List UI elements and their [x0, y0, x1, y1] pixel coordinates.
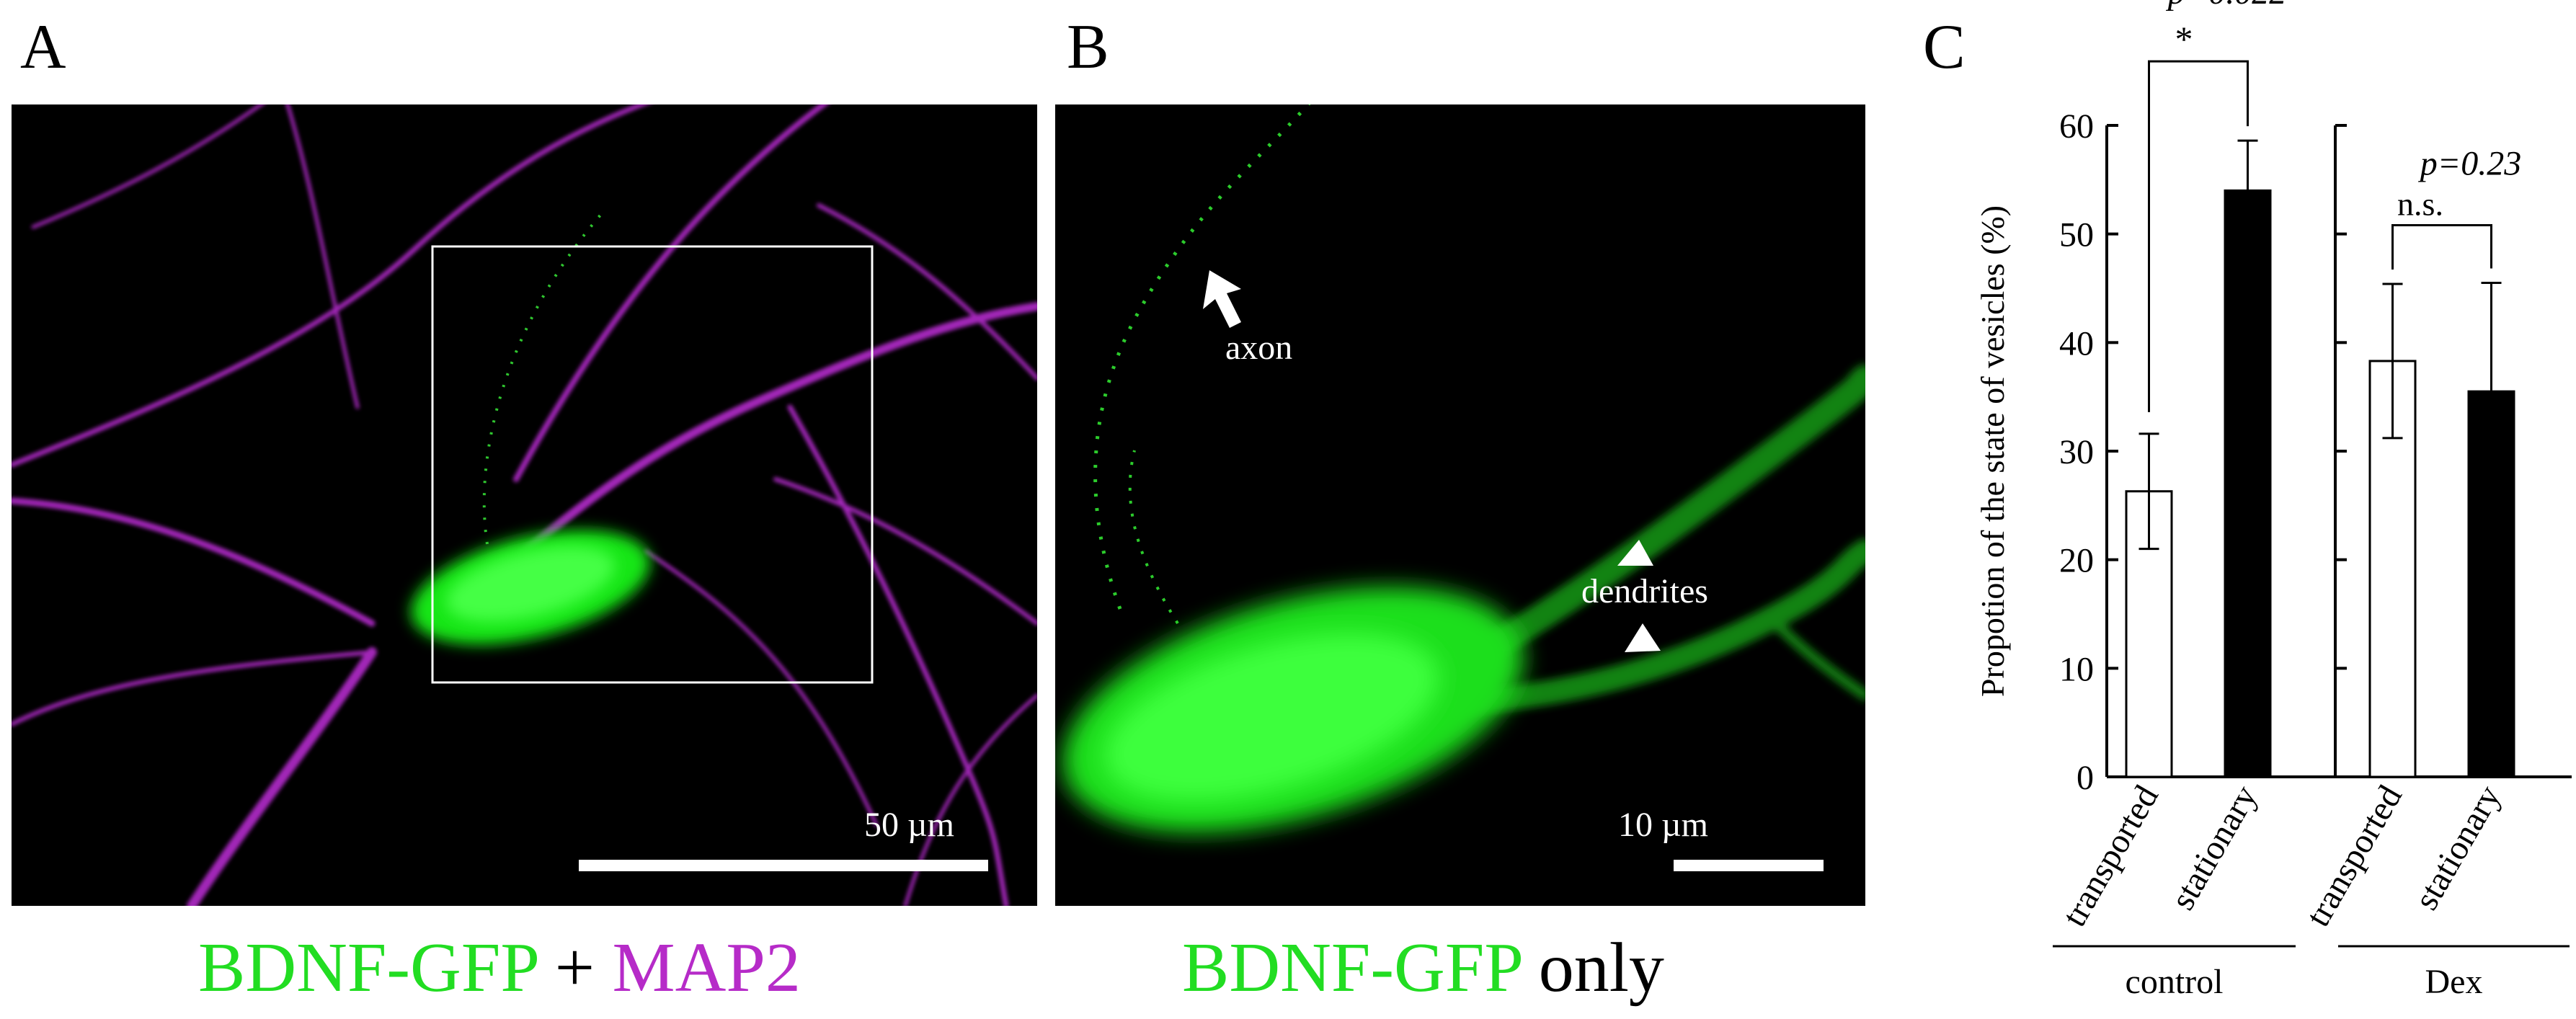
y-tick-label: 30	[2059, 433, 2094, 471]
p-value: p=0.23	[2418, 144, 2521, 182]
dendrite-arrowhead-icon	[1625, 623, 1661, 652]
scale-bar-b	[1674, 860, 1824, 871]
panel-b-micrograph: axon dendrites 10 µm	[1055, 104, 1865, 906]
y-tick-label: 0	[2077, 759, 2094, 797]
caption-a-map2: MAP2	[612, 929, 801, 1007]
caption-b: BDNF-GFP only	[1182, 933, 1664, 1003]
y-tick-label: 10	[2059, 650, 2094, 688]
category-label: stationary	[2407, 779, 2508, 916]
category-label: transported	[2299, 779, 2410, 933]
significance-bracket	[2391, 223, 2492, 270]
panel-a-micrograph: 50 µm	[12, 104, 1037, 906]
category-label: transported	[2055, 779, 2166, 933]
p-value: p=0.022	[2166, 0, 2286, 12]
panel-b-letter: B	[1067, 12, 1109, 82]
y-axis-label: Propotion of the state of vesicles (%)	[1974, 205, 2011, 697]
caption-b-only: only	[1521, 929, 1664, 1007]
axon-label: axon	[1225, 329, 1293, 367]
caption-a: BDNF-GFP + MAP2	[198, 933, 801, 1003]
category-label: stationary	[2163, 779, 2265, 916]
significance-mark: n.s.	[2397, 185, 2443, 222]
y-tick-label: 50	[2059, 216, 2094, 254]
neuron-image-b	[1062, 104, 1865, 833]
axon-arrow-icon	[1203, 270, 1241, 328]
scale-label-a: 50 µm	[864, 806, 954, 844]
caption-a-bdnf: BDNF-GFP	[198, 929, 538, 1007]
bar-stationary	[2224, 189, 2272, 778]
group-label: control	[2126, 963, 2224, 1001]
group-label: Dex	[2425, 963, 2483, 1001]
dendrites-label: dendrites	[1581, 572, 1708, 610]
scale-label-b: 10 µm	[1618, 806, 1708, 844]
y-tick-label: 40	[2059, 324, 2094, 362]
dendrite-arrowhead-icon	[1617, 540, 1653, 566]
y-tick-label: 60	[2059, 107, 2094, 146]
scale-bar-a	[579, 860, 988, 871]
caption-a-plus: +	[537, 929, 613, 1007]
significance-bracket	[2148, 60, 2249, 412]
neuron-image-a	[12, 104, 1037, 906]
panel-a-letter: A	[20, 12, 66, 82]
zoom-inset-box	[431, 245, 874, 684]
panel-c-letter: C	[1923, 12, 1966, 82]
bar-chart: 0 10 20 30 40 50 60 Propotion of the state of v…	[1974, 0, 2572, 1001]
significance-mark: *	[2175, 19, 2193, 59]
y-tick-label: 20	[2059, 542, 2094, 580]
caption-b-bdnf: BDNF-GFP	[1182, 929, 1522, 1007]
